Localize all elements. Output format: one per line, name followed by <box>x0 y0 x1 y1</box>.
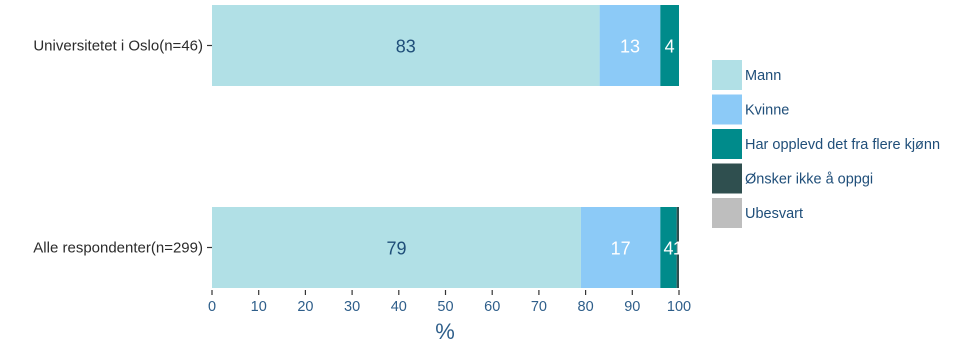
legend-key <box>712 163 742 194</box>
bar-segment <box>580 207 661 288</box>
legend-key <box>712 60 742 90</box>
category-labels: Universitetet i Oslo(n=46) Alle responden… <box>33 38 212 257</box>
x-tick-label: 60 <box>484 299 500 315</box>
legend-key <box>712 94 742 125</box>
x-tick-label: 20 <box>297 299 313 315</box>
x-axis-title: % <box>435 319 455 344</box>
bar-data-label: 83 <box>396 37 416 57</box>
bars-group: 83 13 479 17 4 1 <box>212 5 683 288</box>
legend-key <box>712 198 742 228</box>
bar-segment <box>660 207 677 288</box>
x-tick-label: 50 <box>437 299 453 315</box>
category-label: Alle respondenter(n=299) <box>33 240 203 257</box>
x-tick-label: 30 <box>344 299 360 315</box>
x-tick-label: 80 <box>578 299 594 315</box>
bar-data-label: 79 <box>386 239 406 259</box>
bar-segment <box>212 207 581 288</box>
bar-segment <box>676 207 679 288</box>
legend-label: Ønsker ikke å oppgi <box>745 172 873 188</box>
legend-label: Ubesvart <box>745 206 803 222</box>
x-tick-label: 70 <box>531 299 547 315</box>
x-tick-label: 100 <box>667 299 691 315</box>
bar-data-label: 1 <box>673 239 683 259</box>
legend-label: Mann <box>745 68 781 84</box>
x-tick-label: 10 <box>251 299 267 315</box>
bar-segment <box>212 5 600 86</box>
bar-data-label: 17 <box>611 239 631 259</box>
legend-label: Har opplevd det fra flere kjønn <box>745 137 940 153</box>
bar-data-label: 13 <box>620 37 640 57</box>
bar-data-label: 4 <box>665 37 675 57</box>
bar-segment <box>599 5 661 86</box>
x-tick-label: 90 <box>624 299 640 315</box>
x-tick-label: 40 <box>391 299 407 315</box>
legend-key <box>712 129 742 159</box>
legend: Mann Kvinne Har opplevd det fra flere kjøn… <box>712 60 940 228</box>
legend-label: Kvinne <box>745 103 789 119</box>
category-label: Universitetet i Oslo(n=46) <box>33 38 203 55</box>
bar-segment <box>660 5 679 86</box>
x-axis: 0 10 20 30 40 50 60 70 80 90 100 <box>208 290 691 315</box>
x-tick-label: 0 <box>208 299 216 315</box>
bar-data-label: 4 <box>663 239 673 259</box>
